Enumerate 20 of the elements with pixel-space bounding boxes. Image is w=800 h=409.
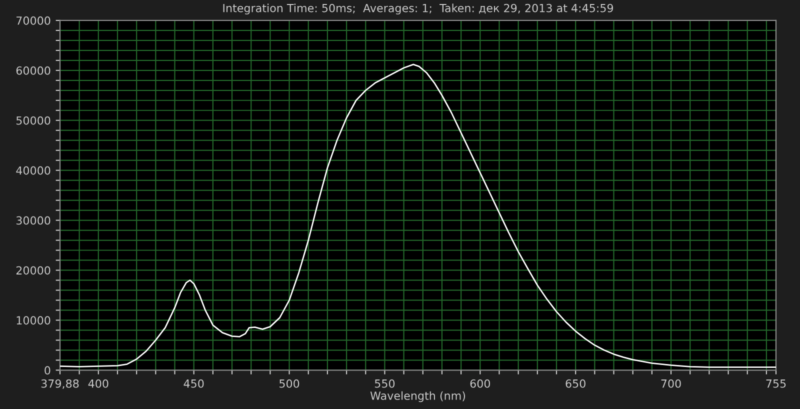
x-tick-label: 500 (280, 379, 300, 388)
y-tick-label: 70000 (16, 16, 50, 25)
x-tick-label: 400 (88, 379, 108, 388)
x-tick-label: 650 (566, 379, 586, 388)
chart-title: Integration Time: 50ms; Averages: 1; Taken: дек 29, 2013 at 4:45:59 (223, 4, 614, 14)
x-tick-label: 550 (374, 379, 395, 388)
y-tick-label: 20000 (16, 266, 50, 275)
x-tick-label: 700 (661, 379, 681, 388)
y-tick-label: 0 (44, 366, 50, 375)
x-tick-label: 600 (470, 379, 490, 388)
x-tick-label: 450 (184, 379, 204, 388)
y-tick-label: 30000 (16, 216, 50, 225)
x-axis-title: Wavelength (nm) (370, 391, 466, 402)
y-tick-label: 50000 (16, 116, 50, 125)
y-tick-label: 40000 (16, 166, 50, 175)
y-tick-label: 10000 (16, 316, 50, 325)
x-tick-label: 755 (766, 380, 786, 388)
line-series (60, 64, 776, 368)
x-tick-label: 379,88 (41, 379, 79, 389)
y-tick-label: 60000 (16, 66, 50, 75)
